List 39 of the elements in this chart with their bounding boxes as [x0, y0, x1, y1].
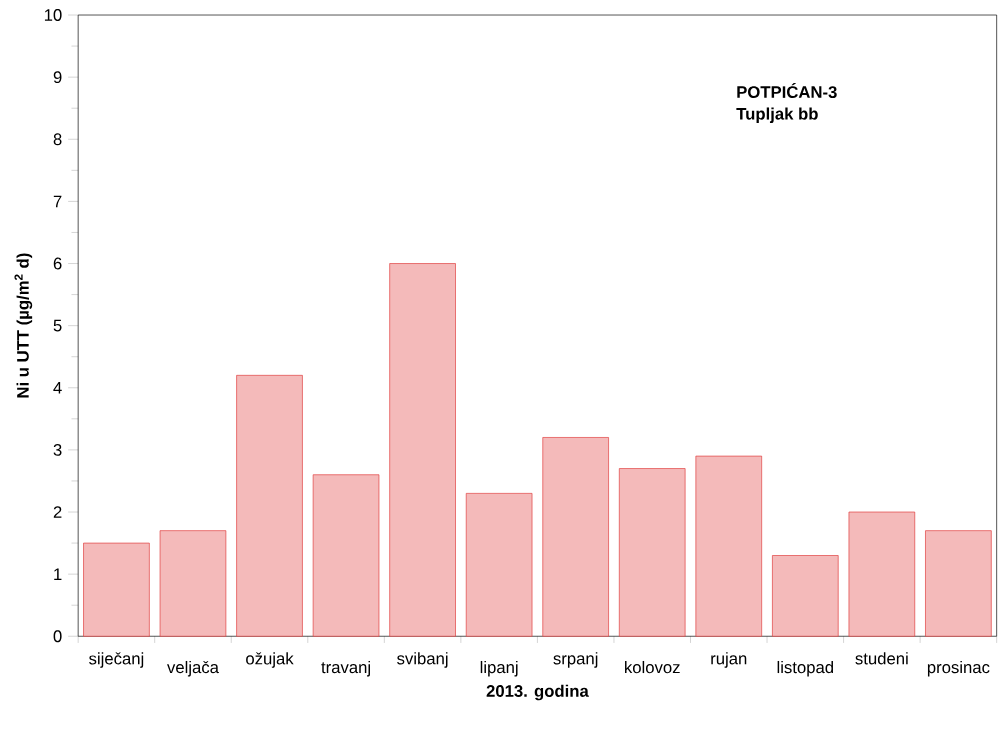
x-tick-label: veljača: [167, 660, 219, 677]
bar: [772, 555, 839, 637]
annotation: Tupljak bb: [736, 107, 818, 123]
x-tick-label: studeni: [855, 652, 908, 665]
y-tick-label: 7: [53, 195, 62, 208]
bar: [236, 374, 303, 637]
x-tick-label: ožujak: [246, 652, 294, 668]
bar: [925, 530, 992, 637]
bar: [159, 530, 227, 637]
bar: [312, 474, 380, 637]
y-tick-label: 9: [53, 71, 62, 83]
bar: [618, 468, 686, 637]
bar: [542, 437, 609, 637]
bar: [83, 542, 150, 637]
y-tick-label: 2: [53, 506, 62, 518]
y-tick-label: 10: [44, 9, 62, 21]
y-tick-label: 1: [54, 568, 62, 580]
bar: [695, 455, 763, 637]
y-tick-label: 3: [53, 443, 62, 456]
bar: [465, 492, 533, 637]
bar: [848, 511, 916, 637]
x-tick-label: travanj: [321, 660, 370, 677]
x-tick-label: srpanj: [553, 652, 598, 668]
x-tick-label: prosinac: [927, 660, 990, 677]
x-tick-label: listopad: [777, 660, 834, 677]
x-tick-label: svibanj: [397, 652, 448, 668]
x-tick-label: rujan: [711, 652, 747, 668]
y-tick-label: 5: [53, 319, 62, 332]
bar: [389, 263, 456, 637]
x-tick-label: siječanj: [89, 652, 144, 668]
y-tick-label: 4: [53, 381, 62, 394]
x-tick-label: kolovoz: [625, 660, 680, 674]
y-tick-label: 6: [53, 257, 62, 270]
x-axis-title: 2013. godina: [486, 684, 589, 701]
y-tick-label: 0: [53, 630, 62, 643]
x-tick-label: lipanj: [480, 660, 518, 677]
y-tick-label: 8: [53, 133, 62, 146]
y-axis-title: Ni u UTT (µg/m$^{2}$ d): [14, 253, 33, 398]
annotation: POTPIĆAN-3: [737, 82, 837, 98]
